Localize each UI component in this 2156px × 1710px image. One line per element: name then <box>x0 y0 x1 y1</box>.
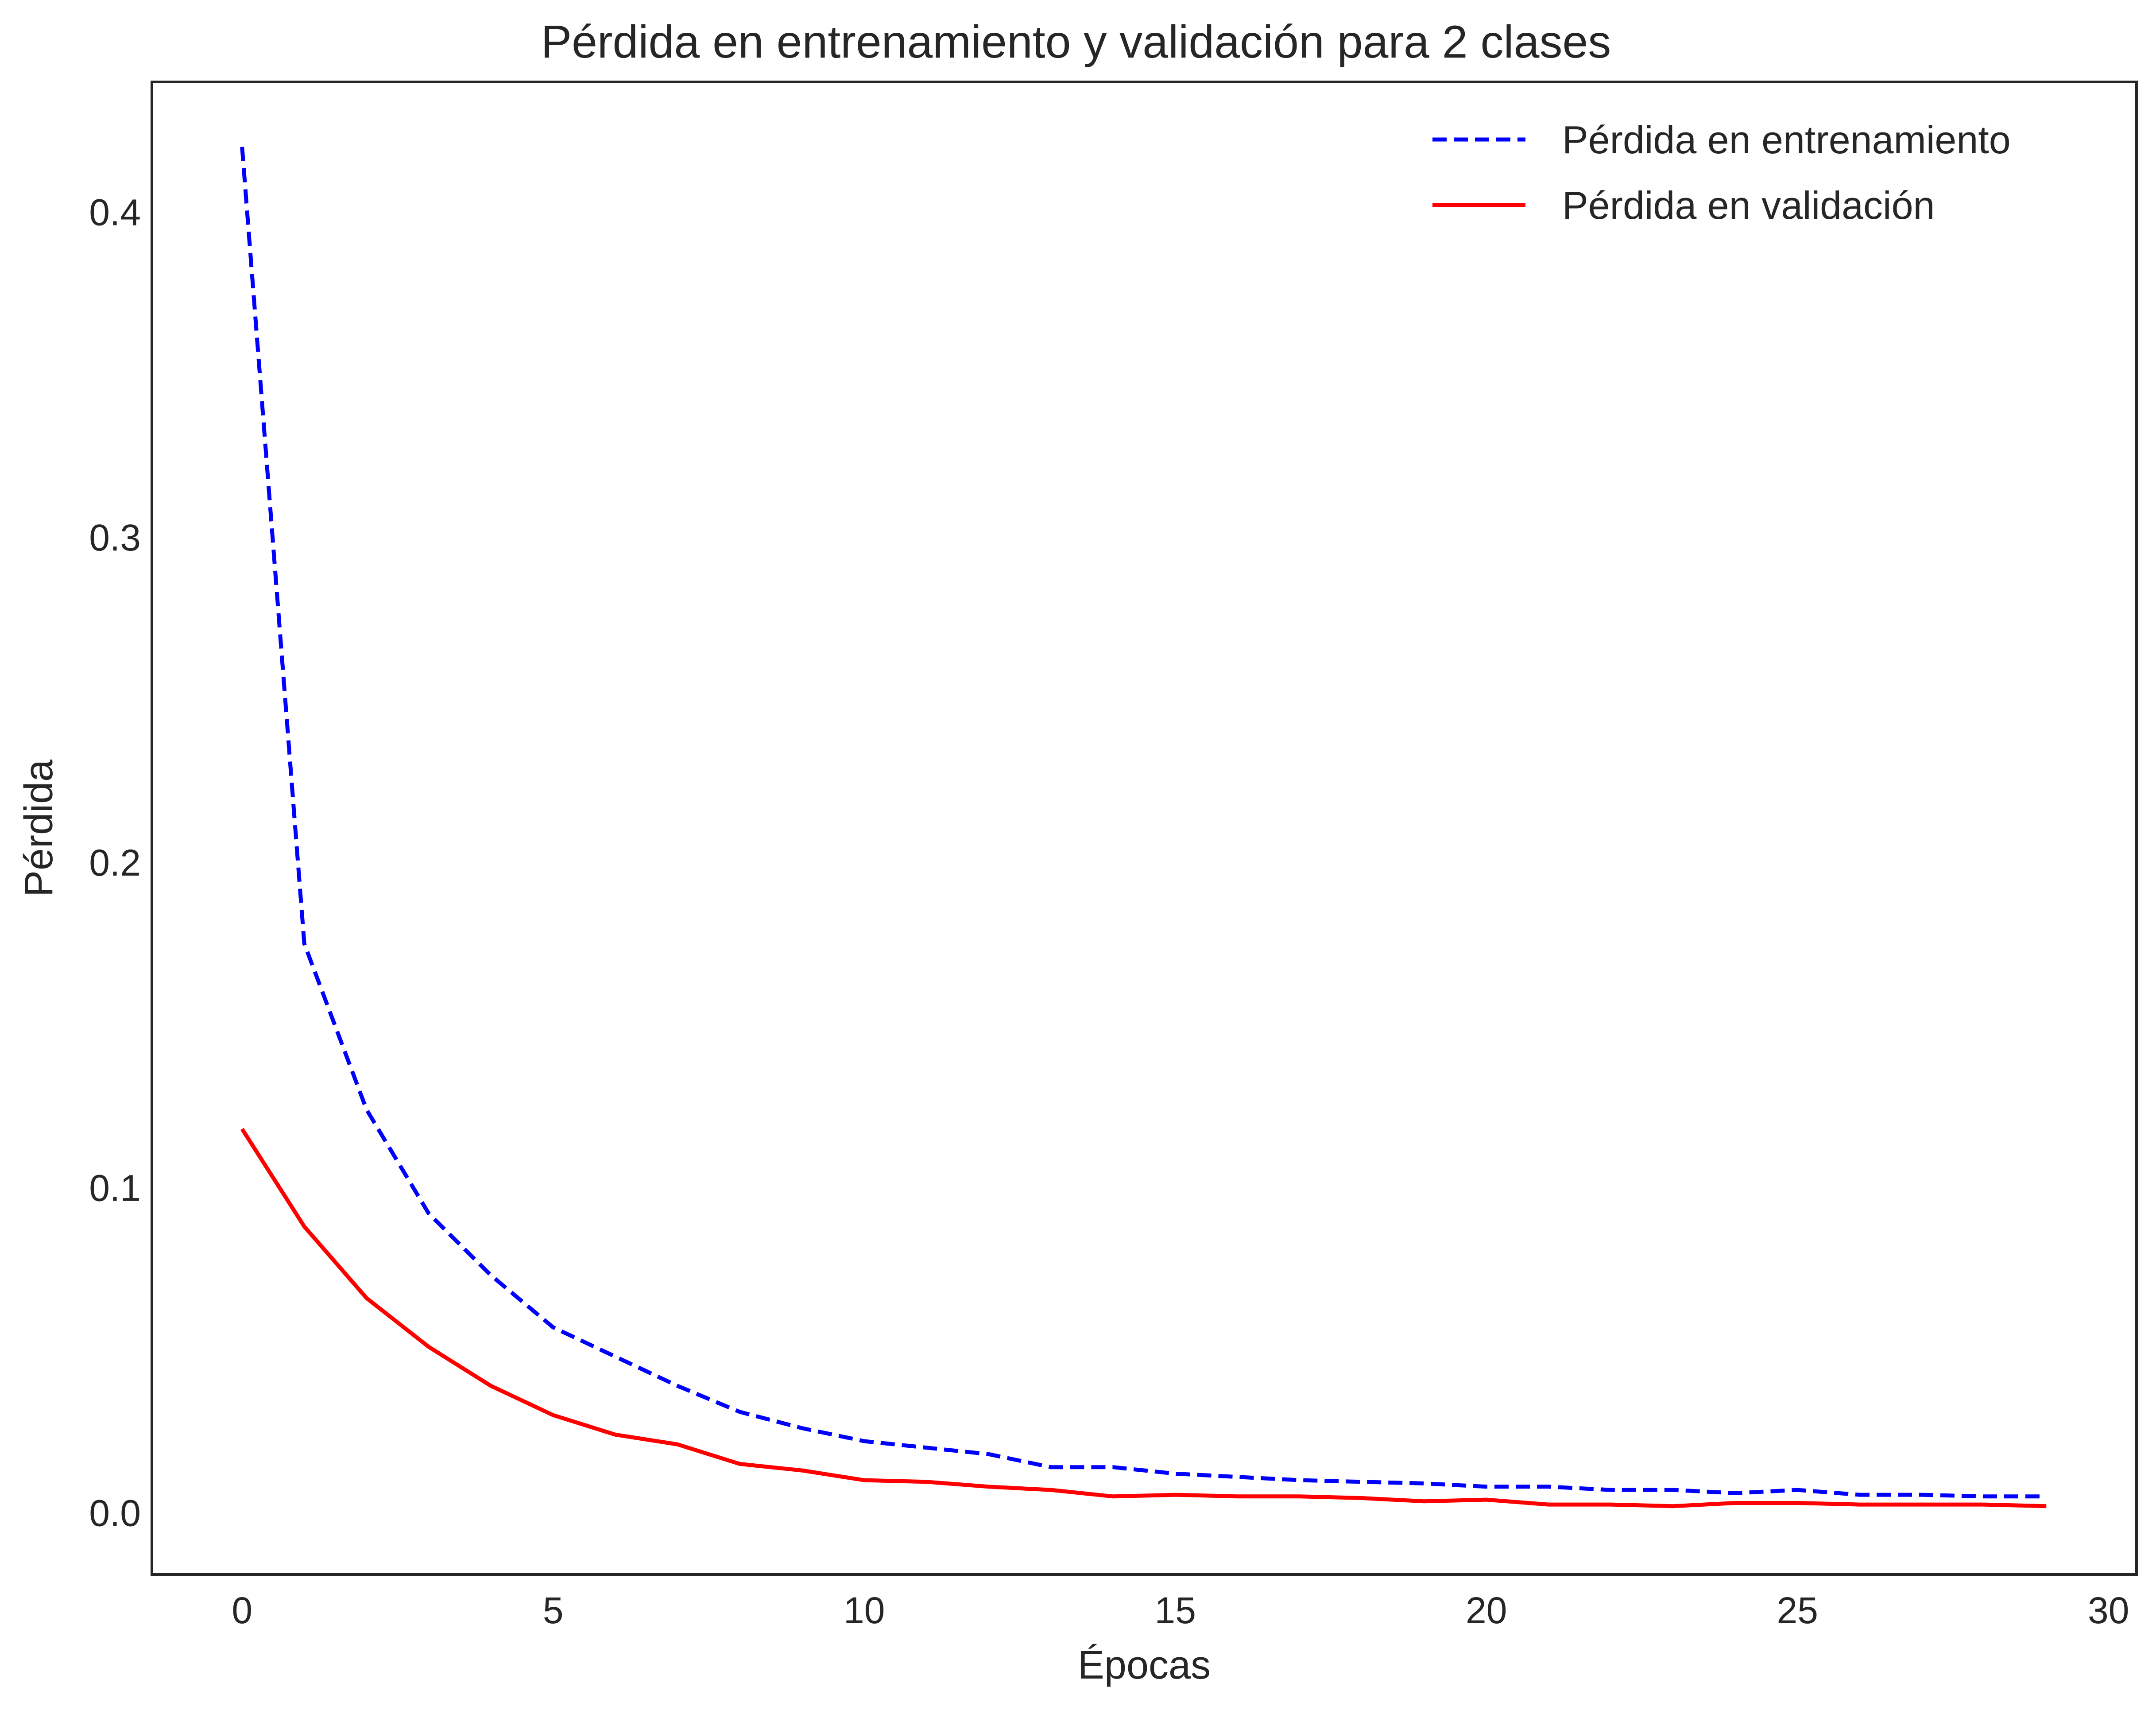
x-axis-label: Épocas <box>1078 1643 1211 1687</box>
y-tick-label: 0.0 <box>89 1493 141 1534</box>
y-tick-label: 0.4 <box>89 192 141 233</box>
x-tick-label: 10 <box>844 1590 885 1631</box>
chart-title: Pérdida en entrenamiento y validación pa… <box>541 16 1611 68</box>
y-tick-label: 0.3 <box>89 517 141 558</box>
x-tick-label: 30 <box>2088 1590 2129 1631</box>
series-line-validation-loss <box>240 1128 2047 1508</box>
y-tick-label: 0.2 <box>89 842 141 884</box>
legend-label-val: Pérdida en validación <box>1562 183 1935 227</box>
x-tick-label: 5 <box>543 1590 564 1631</box>
legend: Pérdida en entrenamiento Pérdida en vali… <box>1432 118 2011 227</box>
x-tick-labels: 0 5 10 15 20 25 30 <box>232 1590 2129 1631</box>
series-line-training-loss <box>240 147 2047 1499</box>
x-tick-label: 15 <box>1155 1590 1196 1631</box>
legend-label-train: Pérdida en entrenamiento <box>1562 118 2011 162</box>
x-tick-label: 0 <box>232 1590 252 1631</box>
x-tick-label: 25 <box>1777 1590 1818 1631</box>
x-tick-label: 20 <box>1466 1590 1507 1631</box>
y-tick-label: 0.1 <box>89 1167 141 1209</box>
plot-frame <box>151 81 2138 1576</box>
y-tick-labels: 0.0 0.1 0.2 0.3 0.4 <box>89 192 141 1534</box>
plot-area <box>240 147 2047 1508</box>
y-axis-label: Pérdida <box>17 759 61 897</box>
